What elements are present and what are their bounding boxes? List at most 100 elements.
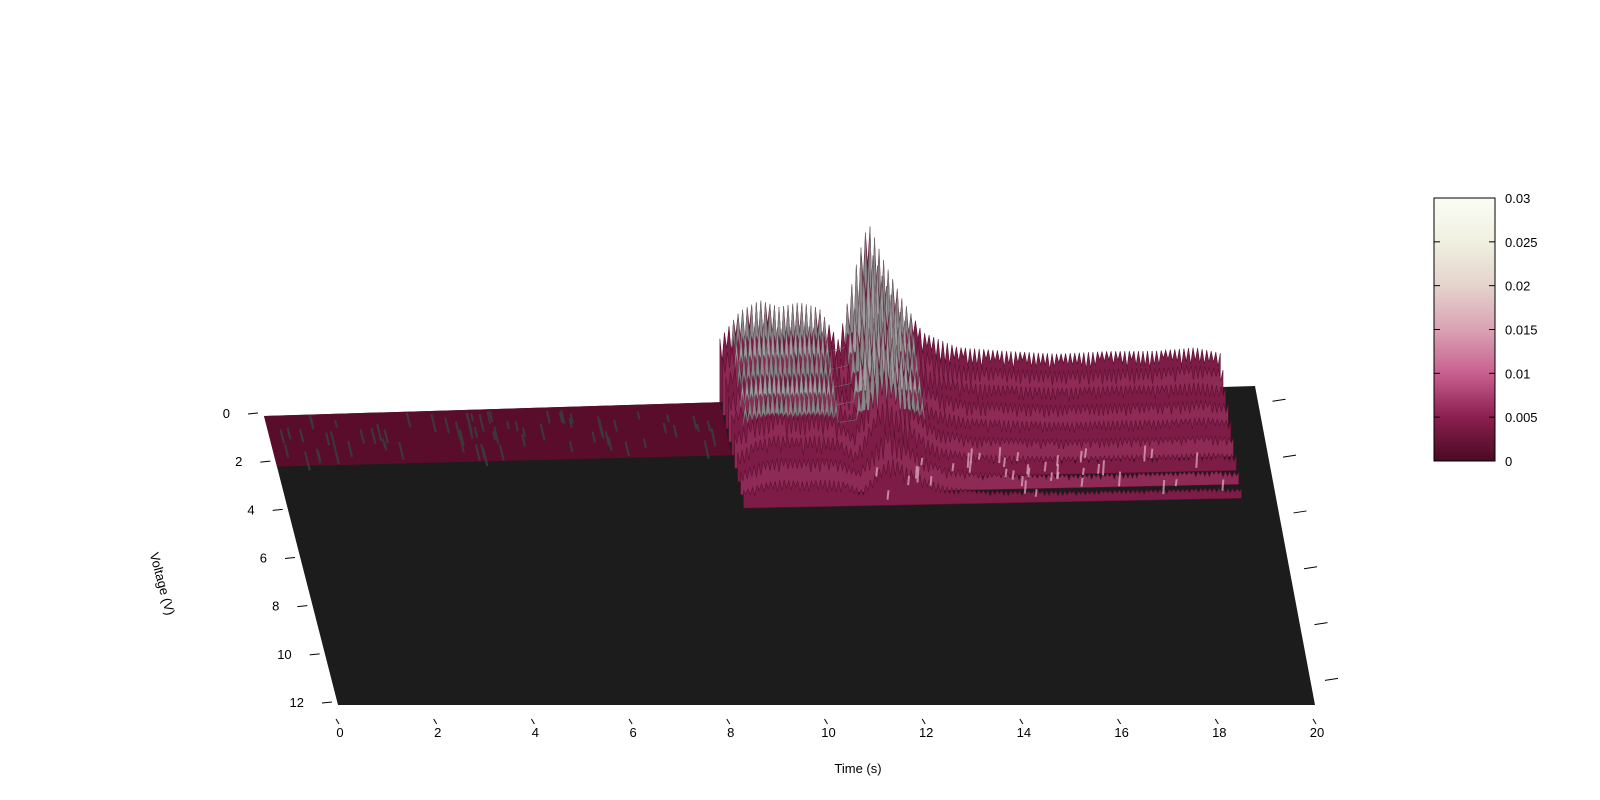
band-speck: [486, 411, 492, 424]
y-tick: [297, 605, 308, 608]
surface-highlight: [1118, 471, 1122, 487]
x-tick: [921, 718, 926, 725]
y-tick: [247, 412, 259, 415]
band-speck: [521, 433, 526, 447]
band-speck: [558, 412, 564, 423]
band-speck: [383, 441, 388, 451]
band-speck: [309, 417, 315, 428]
surface-highlight: [875, 467, 879, 477]
surface-highlight: [969, 448, 973, 464]
surface-highlight: [1020, 475, 1024, 487]
low-activity-band: [264, 402, 732, 467]
surface-highlight: [907, 475, 911, 486]
x-tick-label: 0: [336, 725, 343, 740]
band-speck: [493, 426, 500, 445]
surface-ridge: [734, 371, 1234, 469]
band-speck: [703, 440, 710, 459]
surface-highlight: [1056, 455, 1060, 467]
band-speck: [359, 429, 365, 444]
surface-highlight: [968, 461, 972, 473]
colorbar-tick-label: 0.01: [1505, 366, 1530, 381]
x-tick-label: 4: [532, 725, 539, 740]
band-speck: [405, 412, 412, 428]
colorbar-tick-label: 0.015: [1505, 323, 1538, 338]
surface-highlight: [951, 463, 955, 472]
y-tick-label: 6: [260, 551, 267, 566]
surface-highlight: [1026, 464, 1030, 475]
surface-highlight: [916, 466, 920, 483]
x-tick: [433, 718, 438, 725]
x-tick-label: 14: [1017, 725, 1031, 740]
band-speck: [666, 414, 670, 423]
surface-highlight: [1143, 445, 1147, 462]
y-tick-label: 12: [290, 695, 304, 710]
band-speck: [598, 419, 605, 439]
surface-highlight: [1016, 452, 1020, 462]
surface-highlight: [1027, 467, 1031, 478]
surface-layer: [264, 226, 1315, 705]
band-speck: [286, 427, 292, 440]
band-speck: [284, 444, 290, 458]
x-tick-label: 18: [1212, 725, 1226, 740]
band-speck: [370, 427, 377, 445]
surface-highlight: [1097, 463, 1101, 474]
band-speck: [636, 411, 641, 420]
surface-highlight: [920, 457, 924, 466]
band-speck: [325, 432, 331, 446]
x-tick: [1117, 718, 1122, 725]
band-speck: [470, 413, 475, 422]
y-tick-label: 4: [247, 502, 254, 517]
band-speck: [398, 441, 405, 461]
x-axis-label: Time (s): [834, 761, 881, 776]
band-speck: [454, 421, 461, 439]
band-speck: [642, 438, 647, 449]
band-speck: [560, 409, 566, 424]
band-speck: [478, 414, 485, 432]
surface-highlight: [1056, 471, 1060, 480]
band-speck: [692, 415, 698, 430]
band-speck: [329, 431, 337, 451]
x-tick-label: 16: [1114, 725, 1128, 740]
right-tick: [1303, 566, 1318, 570]
x-tick-label: 8: [727, 725, 734, 740]
band-speck: [505, 420, 510, 430]
band-speck: [710, 428, 715, 439]
band-speck: [695, 423, 700, 432]
colorbar-gradient: [1433, 197, 1496, 462]
x-tick: [1312, 718, 1317, 725]
surface-highlight: [1080, 477, 1084, 487]
band-speck: [383, 429, 389, 444]
x-tick-label: 10: [821, 725, 835, 740]
band-speck: [613, 419, 618, 432]
band-speck: [514, 421, 519, 432]
band-speck: [607, 436, 613, 451]
band-speck: [430, 413, 437, 433]
x-tick: [726, 718, 731, 725]
y-tick: [309, 653, 320, 656]
surface-highlight: [1162, 479, 1166, 495]
band-speck: [444, 417, 450, 434]
colorbar-tick-label: 0.03: [1505, 191, 1530, 206]
surface-highlight: [1043, 461, 1047, 472]
band-speck: [539, 423, 546, 441]
surface-highlight: [1011, 470, 1015, 480]
surface-ridge: [743, 458, 1242, 509]
x-tick-label: 20: [1310, 725, 1324, 740]
surface-highlight: [977, 452, 981, 460]
band-speck: [672, 424, 678, 438]
band-speck: [492, 431, 497, 441]
right-tick: [1272, 398, 1286, 402]
colorbar-ticks: 0 0.005 0.01 0.015 0.02 0.025 0.03: [1434, 191, 1538, 469]
surface-highlight: [1049, 472, 1053, 482]
colorbar-tick-label: 0.02: [1505, 279, 1530, 294]
band-speck: [458, 429, 465, 447]
surface-highlight: [1174, 479, 1178, 487]
y-tick: [321, 701, 333, 704]
band-speck: [474, 444, 481, 462]
y-tick-label: 0: [223, 406, 230, 421]
band-speck: [488, 410, 494, 423]
surface-highlight: [998, 447, 1002, 464]
band-speck: [347, 440, 354, 458]
band-speck: [499, 444, 505, 461]
